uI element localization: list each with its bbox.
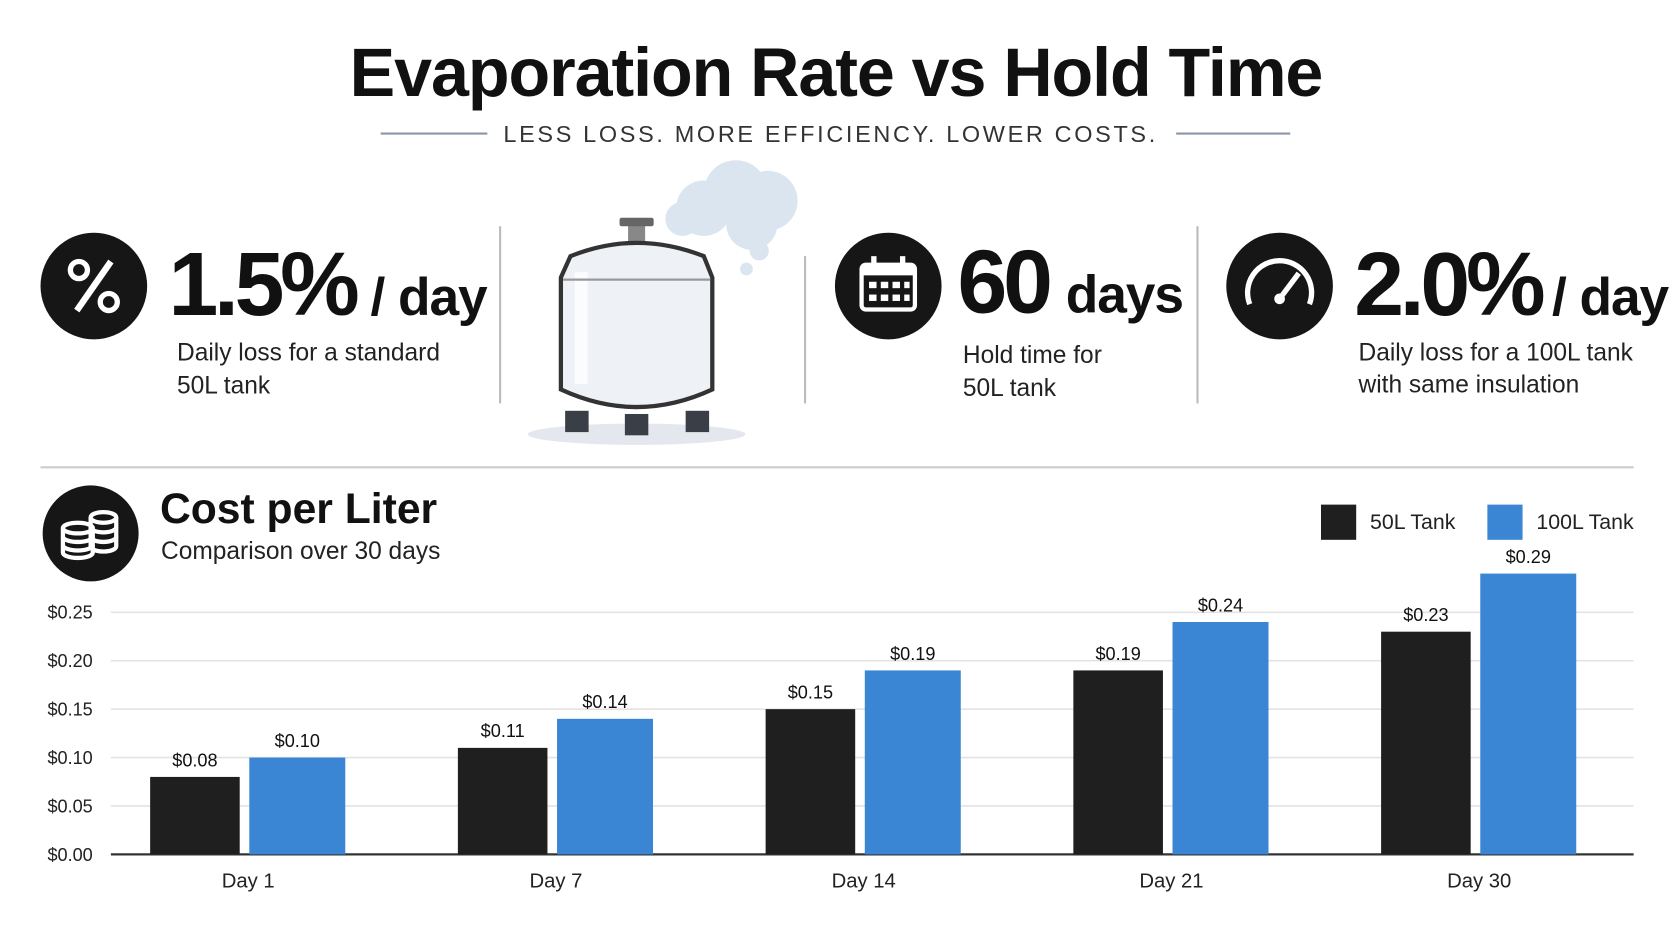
stat-unit: days xyxy=(1066,266,1183,325)
stat-description: Daily loss for a standard xyxy=(177,340,440,367)
value-label: $0.29 xyxy=(1506,547,1551,567)
bar xyxy=(1381,631,1471,855)
chart-title: Cost per Liter xyxy=(160,485,437,533)
x-tick-label: Day 21 xyxy=(1139,870,1203,892)
y-tick-label: $0.15 xyxy=(47,700,92,720)
stat-unit: / day xyxy=(371,268,489,327)
subtitle: LESS LOSS. MORE EFFICIENCY. LOWER COSTS. xyxy=(503,121,1158,147)
stat-description: Daily loss for a 100L tank xyxy=(1359,340,1634,367)
percent-icon xyxy=(40,232,148,340)
x-tick-label: Day 14 xyxy=(832,870,896,892)
value-label: $0.23 xyxy=(1403,605,1448,625)
y-tick-label: $0.05 xyxy=(47,796,92,816)
stat-description: Hold time for xyxy=(963,342,1102,369)
stat-number: 2.0% xyxy=(1354,234,1544,334)
gauge-icon xyxy=(1226,232,1333,340)
value-label: $0.15 xyxy=(788,682,833,702)
bar xyxy=(249,757,346,855)
value-label: $0.24 xyxy=(1198,595,1243,615)
bar xyxy=(864,670,961,855)
legend-swatch xyxy=(1321,504,1357,540)
tank-illustration xyxy=(527,160,798,445)
y-tick-label: $0.00 xyxy=(47,845,92,865)
value-label: $0.19 xyxy=(1095,644,1140,664)
stat-description: 50L tank xyxy=(963,375,1057,402)
value-label: $0.08 xyxy=(172,750,217,770)
stat-description: with same insulation xyxy=(1358,372,1580,399)
value-label: $0.11 xyxy=(481,721,525,741)
bar xyxy=(150,776,240,855)
x-tick-label: Day 1 xyxy=(222,870,275,892)
legend-swatch xyxy=(1487,504,1523,540)
legend-label: 50L Tank xyxy=(1370,510,1456,534)
bar xyxy=(1073,670,1163,855)
stat-description: 50L tank xyxy=(177,373,271,400)
stat-value: 60 days xyxy=(958,232,1183,332)
stat-value: 1.5% / day xyxy=(168,234,488,334)
value-label: $0.10 xyxy=(275,731,320,751)
bar xyxy=(1172,622,1269,855)
stat-number: 1.5% xyxy=(168,234,358,334)
bar xyxy=(557,718,654,855)
stat-number: 60 xyxy=(958,232,1051,332)
value-label: $0.19 xyxy=(890,644,935,664)
stat-value: 2.0% / day xyxy=(1354,234,1669,334)
y-tick-label: $0.20 xyxy=(47,651,92,671)
value-label: $0.14 xyxy=(582,692,627,712)
x-tick-label: Day 30 xyxy=(1447,870,1511,892)
calendar-icon xyxy=(834,232,942,340)
legend-label: 100L Tank xyxy=(1536,510,1634,534)
bar-chart: $0.00 $0.05 $0.10 $0.15 $0.20 $0.25 100L Tank 5… xyxy=(47,504,1634,892)
stat-unit: / day xyxy=(1552,268,1670,327)
bar xyxy=(457,747,548,855)
x-tick-label: Day 7 xyxy=(530,870,583,892)
bar xyxy=(765,709,856,855)
bar xyxy=(1480,573,1577,855)
coins-icon xyxy=(42,485,139,582)
y-tick-label: $0.25 xyxy=(47,603,92,623)
chart-subtitle: Comparison over 30 days xyxy=(161,538,440,565)
y-tick-label: $0.10 xyxy=(47,748,92,768)
title: Evaporation Rate vs Hold Time xyxy=(350,35,1323,111)
